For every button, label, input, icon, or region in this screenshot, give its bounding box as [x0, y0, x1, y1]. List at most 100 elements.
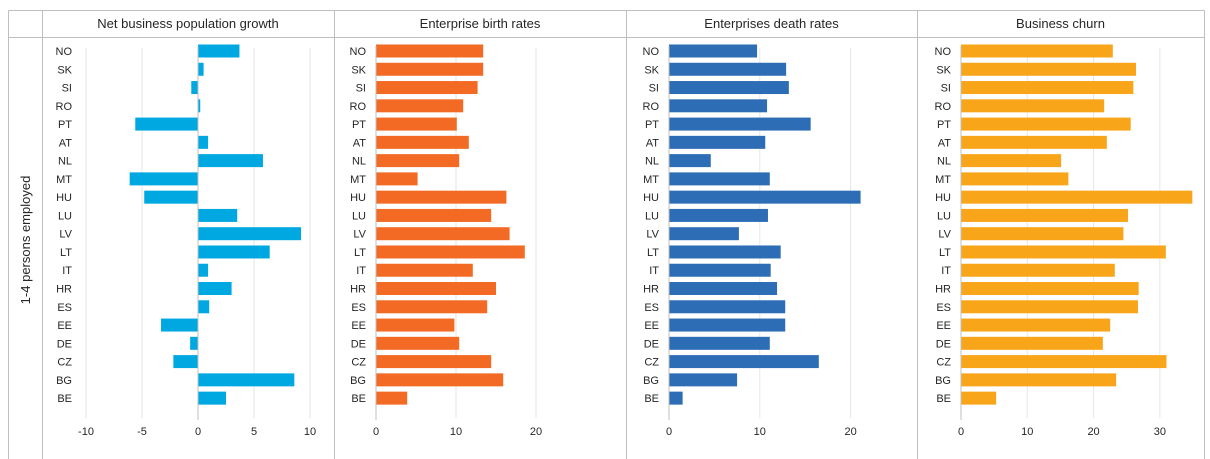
bar-net-business-population-growth-cz [173, 355, 198, 369]
bar-enterprise-birth-rates-sk [376, 62, 484, 76]
category-label-enterprises-death-rates-no: NO [643, 46, 660, 58]
category-label-business-churn-ee: EE [936, 320, 951, 332]
bar-net-business-population-growth-at [198, 135, 209, 149]
category-label-enterprises-death-rates-es: ES [644, 302, 659, 314]
bar-enterprise-birth-rates-mt [376, 172, 418, 186]
category-label-net-business-population-growth-lt: LT [60, 247, 72, 259]
category-label-net-business-population-growth-at: AT [59, 137, 73, 149]
tick-label-net-business-population-growth-0: 0 [195, 426, 201, 438]
bar-net-business-population-growth-de [190, 336, 198, 350]
bar-enterprise-birth-rates-no [376, 44, 484, 58]
category-label-enterprises-death-rates-sk: SK [644, 64, 659, 76]
tick-label-business-churn-10: 10 [1021, 426, 1033, 438]
category-label-enterprise-birth-rates-it: IT [356, 265, 366, 277]
category-label-enterprise-birth-rates-hr: HR [350, 284, 366, 296]
bar-net-business-population-growth-no [198, 44, 240, 58]
panel-title-enterprises-death-rates: Enterprises death rates [704, 16, 839, 31]
category-label-enterprises-death-rates-de: DE [644, 338, 659, 350]
category-label-net-business-population-growth-lu: LU [58, 210, 72, 222]
bar-enterprise-birth-rates-ee [376, 318, 455, 332]
category-label-enterprises-death-rates-bg: BG [643, 375, 659, 387]
category-label-net-business-population-growth-de: DE [57, 338, 72, 350]
bar-net-business-population-growth-nl [198, 154, 263, 168]
bar-enterprises-death-rates-es [669, 300, 786, 314]
category-label-enterprises-death-rates-lu: LU [645, 210, 659, 222]
bar-enterprises-death-rates-no [669, 44, 758, 58]
bar-net-business-population-growth-be [198, 391, 226, 405]
bar-enterprise-birth-rates-ro [376, 99, 464, 113]
category-label-business-churn-sk: SK [936, 64, 951, 76]
bar-net-business-population-growth-sk [198, 62, 204, 76]
category-label-enterprise-birth-rates-no: NO [350, 46, 367, 58]
bar-business-churn-ee [961, 318, 1111, 332]
category-label-enterprise-birth-rates-be: BE [351, 393, 366, 405]
category-label-enterprise-birth-rates-lu: LU [352, 210, 366, 222]
bar-business-churn-pt [961, 117, 1131, 131]
category-label-enterprise-birth-rates-hu: HU [350, 192, 366, 204]
category-label-enterprises-death-rates-it: IT [649, 265, 659, 277]
category-label-business-churn-mt: MT [935, 174, 951, 186]
category-label-enterprises-death-rates-hr: HR [643, 284, 659, 296]
category-label-enterprise-birth-rates-si: SI [356, 83, 366, 95]
bar-net-business-population-growth-ee [161, 318, 198, 332]
category-label-enterprise-birth-rates-es: ES [351, 302, 366, 314]
category-label-business-churn-de: DE [936, 338, 951, 350]
category-label-enterprise-birth-rates-cz: CZ [351, 357, 366, 369]
bar-net-business-population-growth-it [198, 263, 209, 277]
table-frame [8, 10, 1205, 459]
bar-business-churn-cz [961, 355, 1167, 369]
bar-enterprise-birth-rates-it [376, 263, 473, 277]
bar-enterprise-birth-rates-si [376, 81, 478, 95]
category-label-net-business-population-growth-es: ES [57, 302, 72, 314]
category-label-business-churn-pt: PT [937, 119, 951, 131]
bar-enterprise-birth-rates-nl [376, 154, 460, 168]
category-label-enterprise-birth-rates-pt: PT [352, 119, 366, 131]
category-label-net-business-population-growth-sk: SK [57, 64, 72, 76]
category-label-net-business-population-growth-no: NO [56, 46, 73, 58]
category-label-business-churn-it: IT [941, 265, 951, 277]
category-label-net-business-population-growth-ee: EE [57, 320, 72, 332]
bar-net-business-population-growth-lu [198, 208, 238, 222]
bar-enterprises-death-rates-sk [669, 62, 787, 76]
category-label-net-business-population-growth-hr: HR [56, 284, 72, 296]
category-label-net-business-population-growth-hu: HU [56, 192, 72, 204]
tick-label-business-churn-30: 30 [1154, 426, 1166, 438]
category-label-enterprises-death-rates-si: SI [649, 83, 659, 95]
bar-business-churn-hr [961, 282, 1139, 296]
category-label-enterprise-birth-rates-nl: NL [352, 156, 366, 168]
panel-business-churn: Business churn NO SK SI RO PT AT NL MT HU LU LV LT IT… [935, 16, 1193, 438]
category-label-net-business-population-growth-be: BE [57, 393, 72, 405]
bar-enterprises-death-rates-be [669, 391, 683, 405]
category-label-net-business-population-growth-it: IT [62, 265, 72, 277]
bar-enterprise-birth-rates-hu [376, 190, 507, 204]
chart-panels: Net business population growth NO SK SI RO PT… [56, 16, 1193, 438]
category-label-business-churn-es: ES [936, 302, 951, 314]
bar-enterprises-death-rates-at [669, 135, 766, 149]
category-label-business-churn-no: NO [935, 46, 952, 58]
category-label-net-business-population-growth-pt: PT [58, 119, 72, 131]
category-label-enterprises-death-rates-mt: MT [643, 174, 659, 186]
category-label-net-business-population-growth-si: SI [62, 83, 72, 95]
panel-enterprises-death-rates: Enterprises death rates NO SK SI RO PT AT NL MT H… [643, 16, 861, 438]
bar-business-churn-lu [961, 208, 1129, 222]
bar-enterprises-death-rates-hu [669, 190, 861, 204]
panel-enterprise-birth-rates: Enterprise birth rates NO SK SI RO PT AT NL MT HU… [350, 16, 543, 438]
category-label-enterprises-death-rates-be: BE [644, 393, 659, 405]
bar-business-churn-de [961, 336, 1103, 350]
bar-enterprises-death-rates-lt [669, 245, 781, 259]
bar-business-churn-sk [961, 62, 1136, 76]
category-label-enterprise-birth-rates-lt: LT [354, 247, 366, 259]
tick-label-enterprise-birth-rates-0: 0 [373, 426, 379, 438]
bar-enterprises-death-rates-pt [669, 117, 811, 131]
bar-enterprise-birth-rates-bg [376, 373, 504, 387]
panel-title-business-churn: Business churn [1016, 16, 1105, 31]
bar-business-churn-lt [961, 245, 1166, 259]
bar-net-business-population-growth-hu [144, 190, 198, 204]
category-label-business-churn-lt: LT [939, 247, 951, 259]
tick-label-enterprises-death-rates-10: 10 [754, 426, 766, 438]
row-label: 1-4 persons employed [18, 176, 33, 305]
bar-enterprise-birth-rates-pt [376, 117, 457, 131]
category-label-business-churn-nl: NL [937, 156, 951, 168]
bar-enterprises-death-rates-it [669, 263, 771, 277]
category-label-enterprises-death-rates-ro: RO [643, 101, 660, 113]
